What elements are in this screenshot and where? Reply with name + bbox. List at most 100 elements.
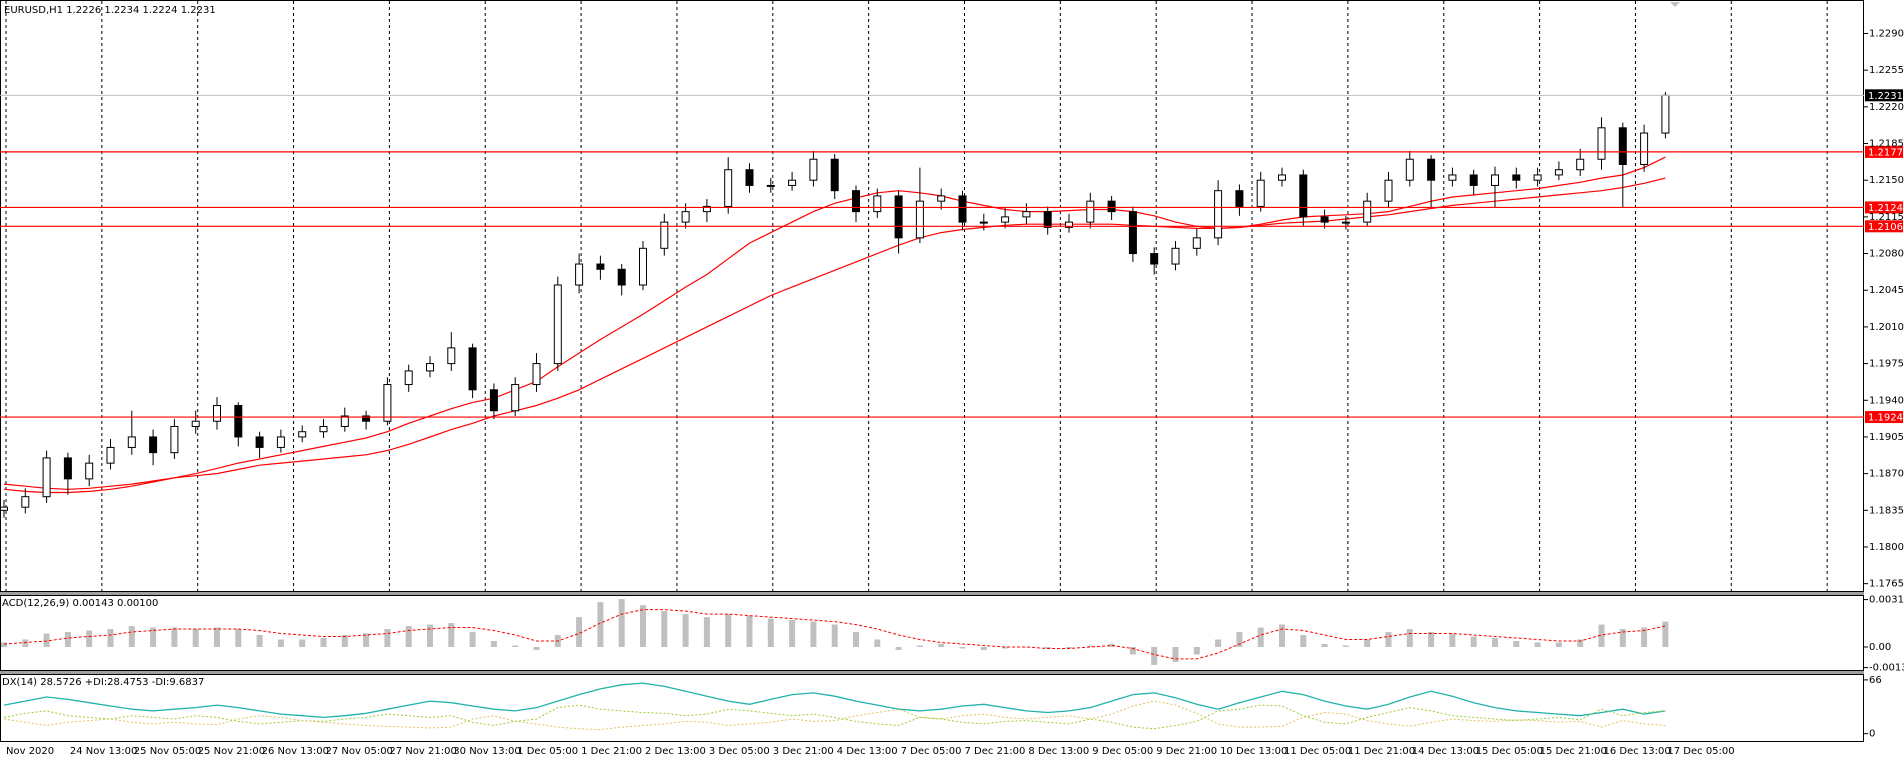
macd-histogram-bar	[1151, 646, 1158, 665]
candle-body	[63, 457, 72, 480]
level-price-label: 1.2124	[1868, 203, 1903, 214]
macd-histogram-bar	[895, 646, 902, 650]
candle-body	[21, 496, 30, 508]
candle-body	[553, 284, 562, 365]
macd-histogram-bar	[1002, 646, 1009, 649]
y-tick-label: 1.1765	[1869, 579, 1904, 590]
macd-histogram-bar	[853, 632, 859, 647]
candle-body	[404, 370, 413, 386]
indicator-line	[3, 704, 1666, 730]
x-tick-label: 9 Dec 05:00	[1092, 746, 1153, 757]
level-price-tag	[1865, 411, 1903, 424]
macd-histogram-bar	[1257, 627, 1264, 647]
x-tick-label: 14 Dec 13:00	[1412, 746, 1479, 757]
macd-histogram-bar	[1215, 639, 1222, 647]
macd-histogram-bar	[1129, 646, 1136, 655]
candle-body	[1554, 169, 1563, 176]
candle-body	[1235, 190, 1244, 207]
x-tick-label: 27 Nov 21:00	[389, 746, 456, 757]
macd-histogram-bar	[192, 629, 199, 647]
macd-histogram-bar	[150, 627, 157, 647]
level-price-tag	[1865, 145, 1903, 158]
candle-body	[1405, 158, 1414, 181]
y-tick-label: 1.2220	[1869, 102, 1904, 113]
candle-body	[1576, 158, 1585, 171]
indicator-line	[3, 700, 1666, 731]
y-tick-label: 1.1940	[1869, 395, 1904, 406]
macd-histogram-bar	[1342, 645, 1349, 647]
level-price-tag	[1865, 220, 1903, 233]
macd-histogram-bar	[1364, 639, 1371, 647]
candle-body	[830, 158, 839, 192]
macd-histogram-bar	[256, 635, 263, 647]
macd-histogram-bar	[725, 614, 732, 647]
candle-body	[915, 200, 924, 239]
candle-body	[1214, 190, 1223, 239]
candle-body	[1065, 221, 1073, 228]
y-tick-label: 1.2115	[1869, 212, 1904, 223]
macd-histogram-bar	[1555, 642, 1562, 647]
macd-histogram-bar	[405, 626, 412, 647]
macd-histogram-bar	[703, 617, 710, 647]
macd-histogram-bar	[746, 615, 753, 647]
candle-body	[362, 415, 371, 422]
candle-body	[681, 211, 690, 223]
candle-body	[426, 363, 434, 372]
candle-body	[809, 158, 818, 181]
macd-histogram-bar	[1321, 643, 1328, 647]
candle-body	[127, 436, 136, 448]
macd-histogram-bar	[86, 630, 93, 647]
y-tick-label: 0.00317	[1869, 595, 1904, 606]
candle-body	[766, 184, 775, 187]
level-price-label: 1.2106	[1868, 222, 1903, 233]
macd-histogram-bar	[1066, 646, 1072, 649]
macd-histogram-bar	[320, 638, 327, 647]
candle-body	[1363, 200, 1372, 223]
macd-histogram-bar	[1641, 627, 1648, 647]
macd-histogram-bar	[448, 623, 455, 647]
macd-histogram-bar	[789, 620, 796, 647]
candle-body	[276, 436, 285, 448]
candle-body	[1299, 174, 1308, 218]
adx-panel-frame	[0, 674, 1864, 742]
candle-body	[1491, 174, 1499, 186]
candle-body	[319, 425, 328, 433]
macd-histogram-bar	[1172, 646, 1179, 662]
x-tick-label: Nov 2020	[6, 746, 54, 757]
candle-body	[1150, 253, 1159, 265]
last-price-label: 1.2231	[1868, 91, 1903, 102]
y-tick-label: 1.2255	[1869, 65, 1904, 76]
x-tick-label: 16 Dec 13:00	[1604, 746, 1671, 757]
candle-body	[894, 195, 903, 239]
macd-histogram-bar	[1513, 640, 1520, 647]
candle-body	[1278, 174, 1286, 181]
macd-histogram-bar	[661, 611, 668, 647]
macd-histogram-bar	[1023, 646, 1030, 648]
candle-body	[383, 384, 392, 422]
macd-histogram-bar	[299, 639, 306, 647]
x-tick-label: 25 Nov 05:00	[134, 746, 201, 757]
candle-body	[979, 221, 988, 224]
y-tick-label: 66	[1869, 675, 1882, 686]
candle-body	[1171, 247, 1180, 265]
macd-histogram-bar	[767, 618, 774, 647]
candle-body	[1533, 174, 1542, 181]
candle-body	[532, 363, 541, 386]
macd-histogram-bar	[64, 632, 71, 647]
candle-body	[0, 506, 8, 511]
chart-title: EURUSD,H1 1.2226 1.2234 1.2224 1.2231	[4, 5, 216, 16]
x-tick-label: 11 Dec 21:00	[1348, 746, 1415, 757]
adx-title: DX(14) 28.5726 +DI:28.4753 -DI:9.6837	[2, 677, 204, 688]
indicator-line	[3, 682, 1666, 719]
macd-histogram-bar	[959, 646, 966, 649]
candle-body	[1001, 216, 1010, 223]
macd-histogram-bar	[1428, 632, 1435, 647]
macd-histogram-bar	[640, 605, 646, 647]
candle-body	[937, 195, 946, 202]
candle-body	[511, 384, 520, 412]
x-tick-label: 1 Dec 05:00	[517, 746, 578, 757]
candle-body	[191, 420, 200, 427]
candle-body	[85, 462, 94, 480]
